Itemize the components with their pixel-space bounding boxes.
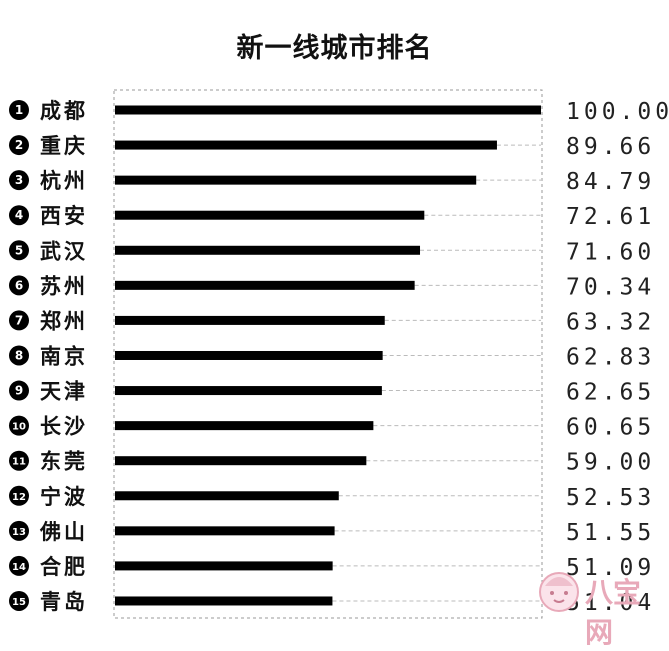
category-label: 南京 [40, 344, 88, 368]
rank-badge [9, 345, 29, 366]
bar [115, 315, 385, 325]
value-label: 60.65 [566, 415, 655, 441]
bar [115, 491, 339, 501]
rank-badge [9, 205, 29, 226]
rank-number: 5 [15, 243, 23, 257]
rank-number: 1 [15, 103, 23, 117]
value-label: 71.60 [566, 239, 655, 265]
rank-badge [9, 415, 29, 436]
rank-number: 3 [15, 173, 23, 187]
category-label: 重庆 [40, 134, 88, 158]
rank-badge [9, 240, 29, 261]
rank-number: 12 [12, 492, 26, 503]
category-label: 合肥 [40, 555, 88, 579]
bar [115, 350, 383, 360]
value-label: 63.32 [566, 309, 655, 335]
bar [115, 175, 477, 185]
bar [115, 140, 497, 150]
category-label: 杭州 [40, 169, 88, 193]
category-label: 青岛 [40, 590, 88, 614]
bar [115, 456, 367, 466]
bar-chart: 1 成都 100.00 2 重庆 89.66 3 杭州 84.79 4 西安 72.61 5 武汉 71.6… [9, 89, 669, 619]
category-label: 成都 [40, 99, 88, 123]
value-label: 51.55 [566, 520, 655, 546]
value-label: 62.83 [566, 344, 655, 370]
value-label: 52.53 [566, 485, 655, 511]
value-label: 59.00 [566, 450, 655, 476]
value-label: 72.61 [566, 204, 655, 230]
rank-badge [9, 380, 29, 401]
category-label: 长沙 [40, 415, 88, 439]
bar [115, 386, 382, 396]
rank-number: 8 [15, 348, 23, 362]
category-label: 西安 [40, 204, 88, 228]
rank-number: 7 [15, 313, 23, 327]
rank-number: 10 [12, 422, 26, 433]
rank-number: 2 [15, 138, 23, 152]
rank-number: 14 [12, 562, 26, 573]
category-label: 郑州 [40, 309, 88, 333]
category-label: 东莞 [40, 450, 88, 474]
rank-number: 6 [15, 278, 23, 292]
category-label: 苏州 [40, 274, 88, 298]
value-label: 51.09 [566, 555, 655, 581]
value-label: 84.79 [566, 169, 655, 195]
rank-badge [9, 520, 29, 541]
rank-number: 4 [15, 208, 23, 222]
rank-number: 9 [15, 384, 23, 398]
bar [115, 421, 374, 431]
plot-frame [113, 89, 543, 619]
chart-title: 新一线城市排名 [236, 33, 433, 64]
rank-number: 13 [12, 527, 26, 538]
baby-face-icon [539, 572, 579, 612]
category-label: 宁波 [40, 485, 88, 509]
bar [115, 105, 541, 115]
category-label: 武汉 [40, 239, 88, 263]
value-label: 100.00 [566, 99, 669, 125]
rank-badge [9, 100, 29, 120]
rank-badge [9, 590, 29, 611]
rank-badge [9, 555, 29, 576]
bar [115, 596, 333, 606]
watermark-text: 八宝网 [585, 576, 642, 649]
rank-badge [9, 170, 29, 191]
rank-badge [9, 275, 29, 296]
category-label: 天津 [40, 380, 88, 404]
watermark: 八宝网 [535, 561, 663, 649]
bar [115, 526, 335, 536]
bar [115, 245, 421, 255]
rank-badge [9, 450, 29, 471]
rank-number: 15 [12, 597, 26, 608]
bar [115, 210, 425, 220]
bar [115, 561, 333, 571]
bar [115, 280, 415, 290]
rank-badge [9, 485, 29, 506]
category-label: 佛山 [39, 520, 88, 544]
value-label: 62.65 [566, 380, 655, 406]
value-label: 70.34 [566, 274, 655, 300]
rank-badge [9, 135, 29, 156]
rank-number: 11 [12, 457, 26, 468]
rank-badge [9, 310, 29, 331]
value-label: 89.66 [566, 134, 655, 160]
value-label: 51.04 [566, 590, 655, 616]
